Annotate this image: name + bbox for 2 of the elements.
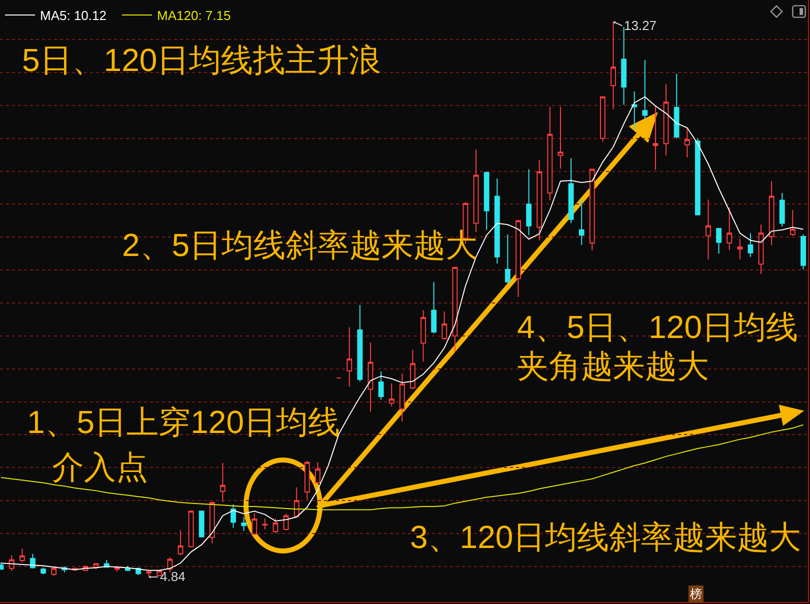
candlestick xyxy=(8,554,14,572)
candlestick xyxy=(800,234,806,270)
